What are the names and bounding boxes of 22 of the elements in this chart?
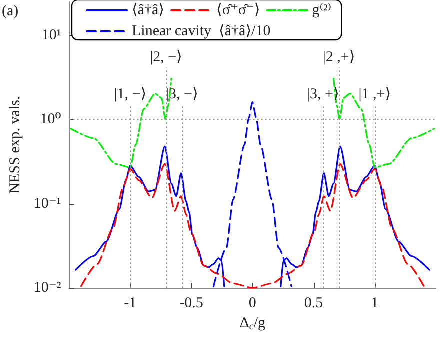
x-tick-label: 1 <box>371 296 379 312</box>
line-series <box>80 163 425 289</box>
text: (a) <box>2 4 19 20</box>
legend-label: Linear cavity ⟨â†â⟩/10 <box>132 24 271 40</box>
ref-line-label: |2 ,+⟩ <box>322 49 356 66</box>
y-tick-label: 10⁻¹ <box>34 196 62 212</box>
y-tick-label: 10¹ <box>42 28 62 44</box>
legend-label: g⁽²⁾ <box>312 2 332 18</box>
y-tick-label: 10⁻² <box>34 280 62 296</box>
ref-line-label: |3, −⟩ <box>166 86 198 102</box>
ref-line-label: |3, +⟩ <box>307 86 340 102</box>
x-tick-label: 0 <box>248 296 256 312</box>
y-axis-title: NESS exp. vals. <box>8 96 24 194</box>
x-tick-label: 0.5 <box>304 296 324 312</box>
ref-line-label: |1 ,+⟩ <box>358 86 392 102</box>
y-tick-label: 10⁰ <box>40 112 62 128</box>
legend-label: ⟨â†â⟩ <box>132 2 165 18</box>
x-tick-label: -1 <box>124 296 137 312</box>
ref-line-label: |1, −⟩ <box>114 86 147 102</box>
ref-line-label: |2, −⟩ <box>150 49 182 66</box>
legend-label: ⟨σ̂⁺σ̂⁻⟩ <box>216 2 260 18</box>
x-tick-label: -0.5 <box>180 296 204 312</box>
